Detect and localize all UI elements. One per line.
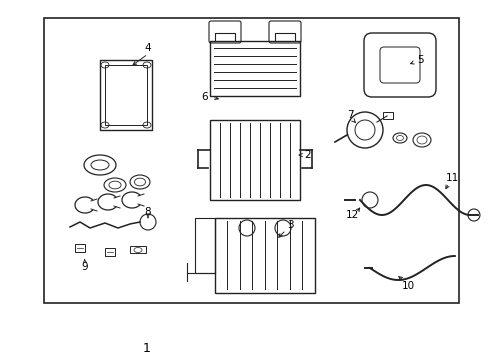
Bar [209, 41, 299, 96]
Bar [105, 248, 115, 256]
Text: 9: 9 [81, 262, 88, 272]
Text: 11: 11 [445, 173, 458, 183]
Text: 12: 12 [345, 210, 358, 220]
Bar [105, 65, 147, 125]
Text: 8: 8 [144, 207, 151, 217]
Text: 7: 7 [346, 110, 353, 120]
Text: 5: 5 [416, 55, 423, 65]
Bar [195, 218, 215, 273]
Text: 6: 6 [201, 92, 208, 102]
Bar [382, 112, 392, 119]
Bar [130, 246, 146, 253]
Text: 1: 1 [142, 342, 150, 355]
Text: 10: 10 [401, 281, 414, 291]
Bar [209, 120, 299, 200]
Bar [75, 244, 85, 252]
Bar [100, 60, 152, 130]
Text: 4: 4 [144, 43, 151, 53]
Text: 2: 2 [304, 150, 311, 160]
Text: 3: 3 [286, 220, 293, 230]
Bar [215, 218, 314, 293]
Bar [44, 18, 458, 303]
